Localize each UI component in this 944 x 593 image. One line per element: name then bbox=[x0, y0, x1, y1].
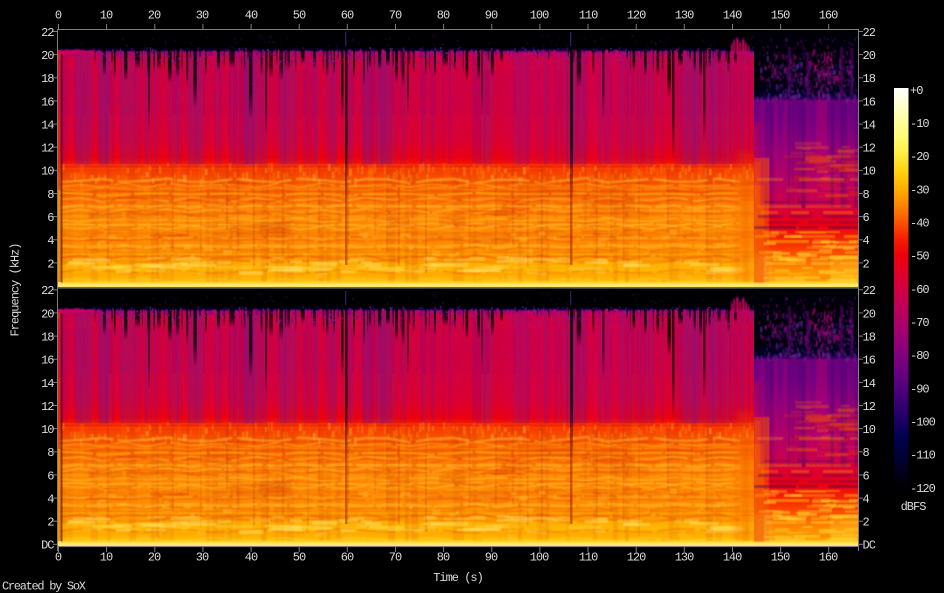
svg-text:-50: -50 bbox=[910, 250, 929, 264]
svg-text:40: 40 bbox=[245, 9, 258, 23]
svg-text:50: 50 bbox=[293, 551, 306, 565]
svg-text:140: 140 bbox=[723, 9, 742, 23]
svg-text:-120: -120 bbox=[910, 482, 936, 496]
svg-text:80: 80 bbox=[437, 551, 450, 565]
svg-text:2: 2 bbox=[47, 516, 54, 530]
svg-text:-110: -110 bbox=[910, 449, 936, 463]
svg-text:16: 16 bbox=[863, 95, 876, 109]
svg-text:-80: -80 bbox=[910, 349, 929, 363]
svg-text:12: 12 bbox=[41, 142, 54, 156]
svg-text:150: 150 bbox=[771, 551, 790, 565]
svg-text:8: 8 bbox=[47, 188, 54, 202]
svg-text:-10: -10 bbox=[910, 117, 929, 131]
svg-text:10: 10 bbox=[863, 165, 876, 179]
svg-text:4: 4 bbox=[863, 493, 870, 507]
svg-text:140: 140 bbox=[723, 551, 742, 565]
svg-text:12: 12 bbox=[863, 400, 876, 414]
svg-text:6: 6 bbox=[863, 211, 870, 225]
svg-text:16: 16 bbox=[41, 354, 54, 368]
svg-text:DC: DC bbox=[41, 539, 54, 553]
svg-text:-90: -90 bbox=[910, 382, 929, 396]
svg-text:60: 60 bbox=[341, 551, 354, 565]
svg-text:110: 110 bbox=[579, 9, 598, 23]
svg-text:20: 20 bbox=[41, 49, 54, 63]
svg-text:Time (s): Time (s) bbox=[433, 571, 483, 585]
svg-text:110: 110 bbox=[579, 551, 598, 565]
svg-text:20: 20 bbox=[148, 9, 161, 23]
svg-text:-100: -100 bbox=[910, 416, 936, 430]
svg-text:2: 2 bbox=[47, 257, 54, 271]
svg-text:18: 18 bbox=[41, 72, 54, 86]
svg-text:18: 18 bbox=[41, 331, 54, 345]
svg-text:22: 22 bbox=[41, 26, 54, 40]
svg-text:80: 80 bbox=[437, 9, 450, 23]
svg-text:50: 50 bbox=[293, 9, 306, 23]
svg-text:90: 90 bbox=[485, 9, 498, 23]
svg-text:22: 22 bbox=[863, 26, 876, 40]
svg-text:-30: -30 bbox=[910, 183, 929, 197]
svg-text:4: 4 bbox=[47, 234, 54, 248]
svg-text:16: 16 bbox=[863, 354, 876, 368]
svg-text:160: 160 bbox=[819, 551, 838, 565]
svg-text:14: 14 bbox=[41, 377, 54, 391]
svg-text:130: 130 bbox=[675, 551, 694, 565]
svg-text:30: 30 bbox=[196, 551, 209, 565]
svg-text:100: 100 bbox=[530, 9, 549, 23]
svg-text:0: 0 bbox=[55, 9, 62, 23]
svg-text:14: 14 bbox=[41, 119, 54, 133]
svg-text:dBFS: dBFS bbox=[901, 500, 927, 514]
svg-text:20: 20 bbox=[863, 307, 876, 321]
svg-text:4: 4 bbox=[863, 234, 870, 248]
svg-text:10: 10 bbox=[41, 165, 54, 179]
svg-text:160: 160 bbox=[819, 9, 838, 23]
svg-text:20: 20 bbox=[41, 307, 54, 321]
svg-text:0: 0 bbox=[55, 551, 62, 565]
svg-text:8: 8 bbox=[863, 188, 870, 202]
svg-text:70: 70 bbox=[389, 551, 402, 565]
svg-text:70: 70 bbox=[389, 9, 402, 23]
svg-text:150: 150 bbox=[771, 9, 790, 23]
svg-text:20: 20 bbox=[148, 551, 161, 565]
svg-text:-70: -70 bbox=[910, 316, 929, 330]
svg-text:100: 100 bbox=[530, 551, 549, 565]
svg-text:12: 12 bbox=[863, 142, 876, 156]
svg-text:14: 14 bbox=[863, 377, 876, 391]
svg-text:90: 90 bbox=[485, 551, 498, 565]
svg-text:10: 10 bbox=[100, 551, 113, 565]
svg-text:2: 2 bbox=[863, 257, 870, 271]
svg-text:16: 16 bbox=[41, 95, 54, 109]
svg-text:8: 8 bbox=[47, 446, 54, 460]
svg-text:12: 12 bbox=[41, 400, 54, 414]
svg-text:6: 6 bbox=[863, 469, 870, 483]
svg-text:2: 2 bbox=[863, 516, 870, 530]
svg-text:14: 14 bbox=[863, 119, 876, 133]
svg-text:120: 120 bbox=[627, 9, 646, 23]
svg-text:Created by SoX: Created by SoX bbox=[2, 580, 86, 593]
svg-text:-20: -20 bbox=[910, 150, 929, 164]
svg-text:8: 8 bbox=[863, 446, 870, 460]
svg-text:18: 18 bbox=[863, 331, 876, 345]
svg-text:30: 30 bbox=[196, 9, 209, 23]
svg-text:60: 60 bbox=[341, 9, 354, 23]
svg-text:10: 10 bbox=[100, 9, 113, 23]
svg-text:10: 10 bbox=[863, 423, 876, 437]
svg-text:Frequency (kHz): Frequency (kHz) bbox=[9, 243, 23, 336]
svg-text:-60: -60 bbox=[910, 283, 929, 297]
svg-text:120: 120 bbox=[627, 551, 646, 565]
svg-text:20: 20 bbox=[863, 49, 876, 63]
svg-text:6: 6 bbox=[47, 211, 54, 225]
svg-text:22: 22 bbox=[863, 284, 876, 298]
svg-text:4: 4 bbox=[47, 493, 54, 507]
svg-text:-40: -40 bbox=[910, 217, 929, 231]
svg-text:6: 6 bbox=[47, 469, 54, 483]
svg-text:DC: DC bbox=[863, 539, 876, 553]
svg-text:+0: +0 bbox=[910, 84, 923, 98]
svg-text:130: 130 bbox=[675, 9, 694, 23]
svg-text:22: 22 bbox=[41, 284, 54, 298]
svg-text:10: 10 bbox=[41, 423, 54, 437]
svg-text:40: 40 bbox=[245, 551, 258, 565]
svg-text:18: 18 bbox=[863, 72, 876, 86]
